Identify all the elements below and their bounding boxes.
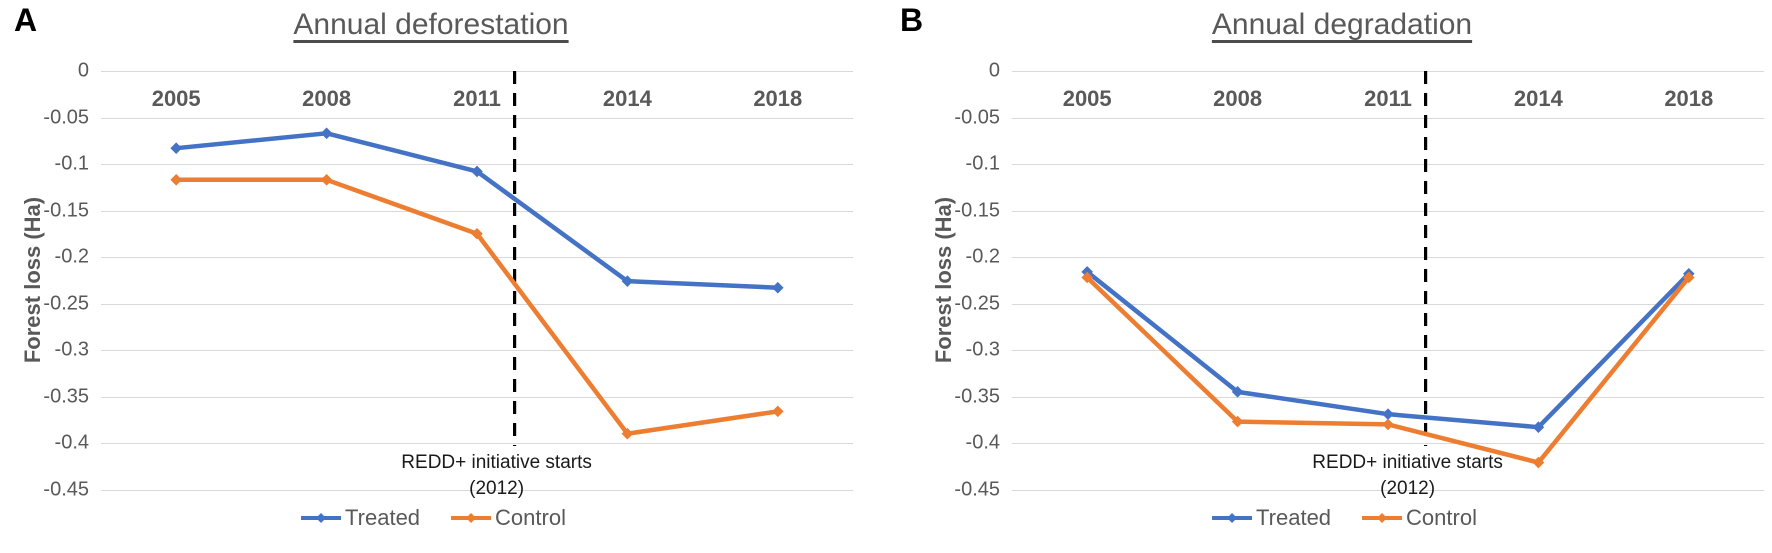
series-marker-treated (170, 142, 182, 154)
series-marker-treated (1081, 266, 1093, 278)
series-marker-treated (471, 165, 483, 178)
x-axis-tick-label: 2011 (453, 86, 501, 111)
x-axis-tick-label: 2011 (1364, 86, 1412, 111)
series-marker-control (1532, 456, 1545, 469)
series-marker-treated (1532, 421, 1545, 433)
legend-item-control: Control (1361, 505, 1477, 531)
series-marker-treated (772, 281, 784, 294)
legend-label: Control (1406, 505, 1477, 530)
y-axis-tick-label: -0.3 (965, 338, 1000, 361)
gridline (101, 396, 853, 398)
y-axis-tick-label: -0.35 (43, 385, 89, 407)
y-axis-tick-label: -0.25 (43, 292, 89, 314)
gridline (1012, 210, 1764, 212)
y-axis-tick-label: -0.2 (54, 245, 89, 268)
series-marker-treated (1683, 267, 1695, 280)
series-marker-treated (1382, 408, 1394, 420)
gridline (1012, 257, 1764, 258)
x-axis-tick-label: 2014 (602, 86, 652, 111)
gridline (1012, 489, 1764, 491)
panel-letter-b: B (900, 2, 924, 38)
y-axis-tick-label: 0 (988, 59, 1000, 82)
chart-panel-a: A Annual deforestation Forest loss (Ha) … (14, 2, 853, 531)
series-marker-treated (320, 127, 333, 140)
gridline (1012, 117, 1764, 119)
y-axis-tick-label: -0.15 (954, 199, 1000, 221)
series-marker-control (320, 174, 333, 186)
redd-annotation: REDD+ initiative starts (2012) (1312, 450, 1503, 502)
gridline (101, 117, 853, 119)
series-marker-control (1231, 415, 1244, 428)
x-axis-tick-label: 2018 (1664, 86, 1714, 111)
chart-title-deforestation: Annual deforestation (293, 8, 569, 41)
gridline (1012, 164, 1764, 165)
series-marker-treated (621, 275, 634, 287)
gridline (101, 443, 853, 444)
y-axis-tick-label: -0.25 (954, 292, 1000, 314)
legend-label: Treated (1256, 505, 1332, 530)
legend-swatch-treated (301, 513, 342, 523)
x-axis-tick-label: 2005 (1062, 86, 1112, 111)
legend-item-control: Control (450, 505, 566, 531)
gridline (1012, 350, 1764, 351)
y-axis-tick-label: -0.15 (43, 199, 89, 221)
gridline (101, 350, 853, 351)
x-axis-tick-label: 2008 (302, 86, 352, 111)
gridline (101, 303, 853, 305)
y-axis-tick-label: -0.3 (54, 338, 89, 361)
y-axis-tick-label: -0.1 (54, 152, 89, 175)
x-axis-tick-label: 2005 (151, 86, 201, 111)
series-marker-control (1683, 271, 1695, 284)
y-axis-tick-label: -0.2 (965, 245, 1000, 268)
y-axis-tick-label: -0.05 (43, 106, 89, 128)
legend-swatch-control (451, 513, 492, 523)
x-axis-tick-label: 2008 (1213, 86, 1263, 111)
gridline (1012, 443, 1764, 444)
y-axis-tick-label: -0.4 (54, 431, 89, 454)
x-axis-tick-label: 2014 (1513, 86, 1563, 111)
legend-swatch-treated (1212, 513, 1253, 523)
y-axis-tick-label: -0.35 (954, 385, 1000, 407)
legend-item-treated: Treated (1211, 505, 1331, 531)
gridline (101, 71, 853, 72)
gridline (1012, 396, 1764, 398)
x-axis-tick-label: 2018 (753, 86, 803, 111)
panel-letter-a: A (14, 2, 38, 38)
gridline (1012, 303, 1764, 305)
series-marker-control (471, 227, 483, 240)
gridline (101, 489, 853, 491)
legend-label: Treated (345, 505, 421, 530)
legend: Treated Control (300, 505, 566, 531)
y-axis-tick-label: -0.4 (965, 431, 1000, 454)
series-marker-control (170, 174, 182, 186)
legend: Treated Control (1211, 505, 1477, 531)
redd-annotation-line2: (2012) (469, 478, 525, 499)
legend-label: Control (495, 505, 566, 530)
series-marker-control (772, 405, 784, 418)
y-axis-tick-label: -0.05 (954, 106, 1000, 128)
series-marker-control (1081, 271, 1093, 284)
y-axis-tick-label: -0.45 (954, 478, 1000, 500)
chart-panel-b: B Annual degradation Forest loss (Ha) 0-… (886, 0, 1772, 553)
chart-title-degradation: Annual degradation (1211, 8, 1473, 41)
redd-annotation: REDD+ initiative starts (2012) (401, 450, 592, 502)
redd-annotation-line1: REDD+ initiative starts (401, 452, 592, 473)
gridline (101, 210, 853, 212)
series-marker-control (1382, 418, 1394, 431)
legend-item-treated: Treated (300, 505, 420, 531)
gridline (101, 164, 853, 165)
gridline (1012, 71, 1764, 72)
legend-swatch-control (1362, 513, 1403, 523)
series-marker-control (621, 427, 634, 440)
series-line-control (1084, 275, 1692, 465)
y-axis-tick-label: -0.1 (965, 152, 1000, 175)
gridline (101, 257, 853, 258)
y-axis-tick-label: 0 (77, 59, 89, 82)
y-axis-tick-label: -0.45 (43, 478, 89, 500)
redd-annotation-line1: REDD+ initiative starts (1312, 452, 1503, 473)
redd-annotation-line2: (2012) (1380, 478, 1436, 499)
